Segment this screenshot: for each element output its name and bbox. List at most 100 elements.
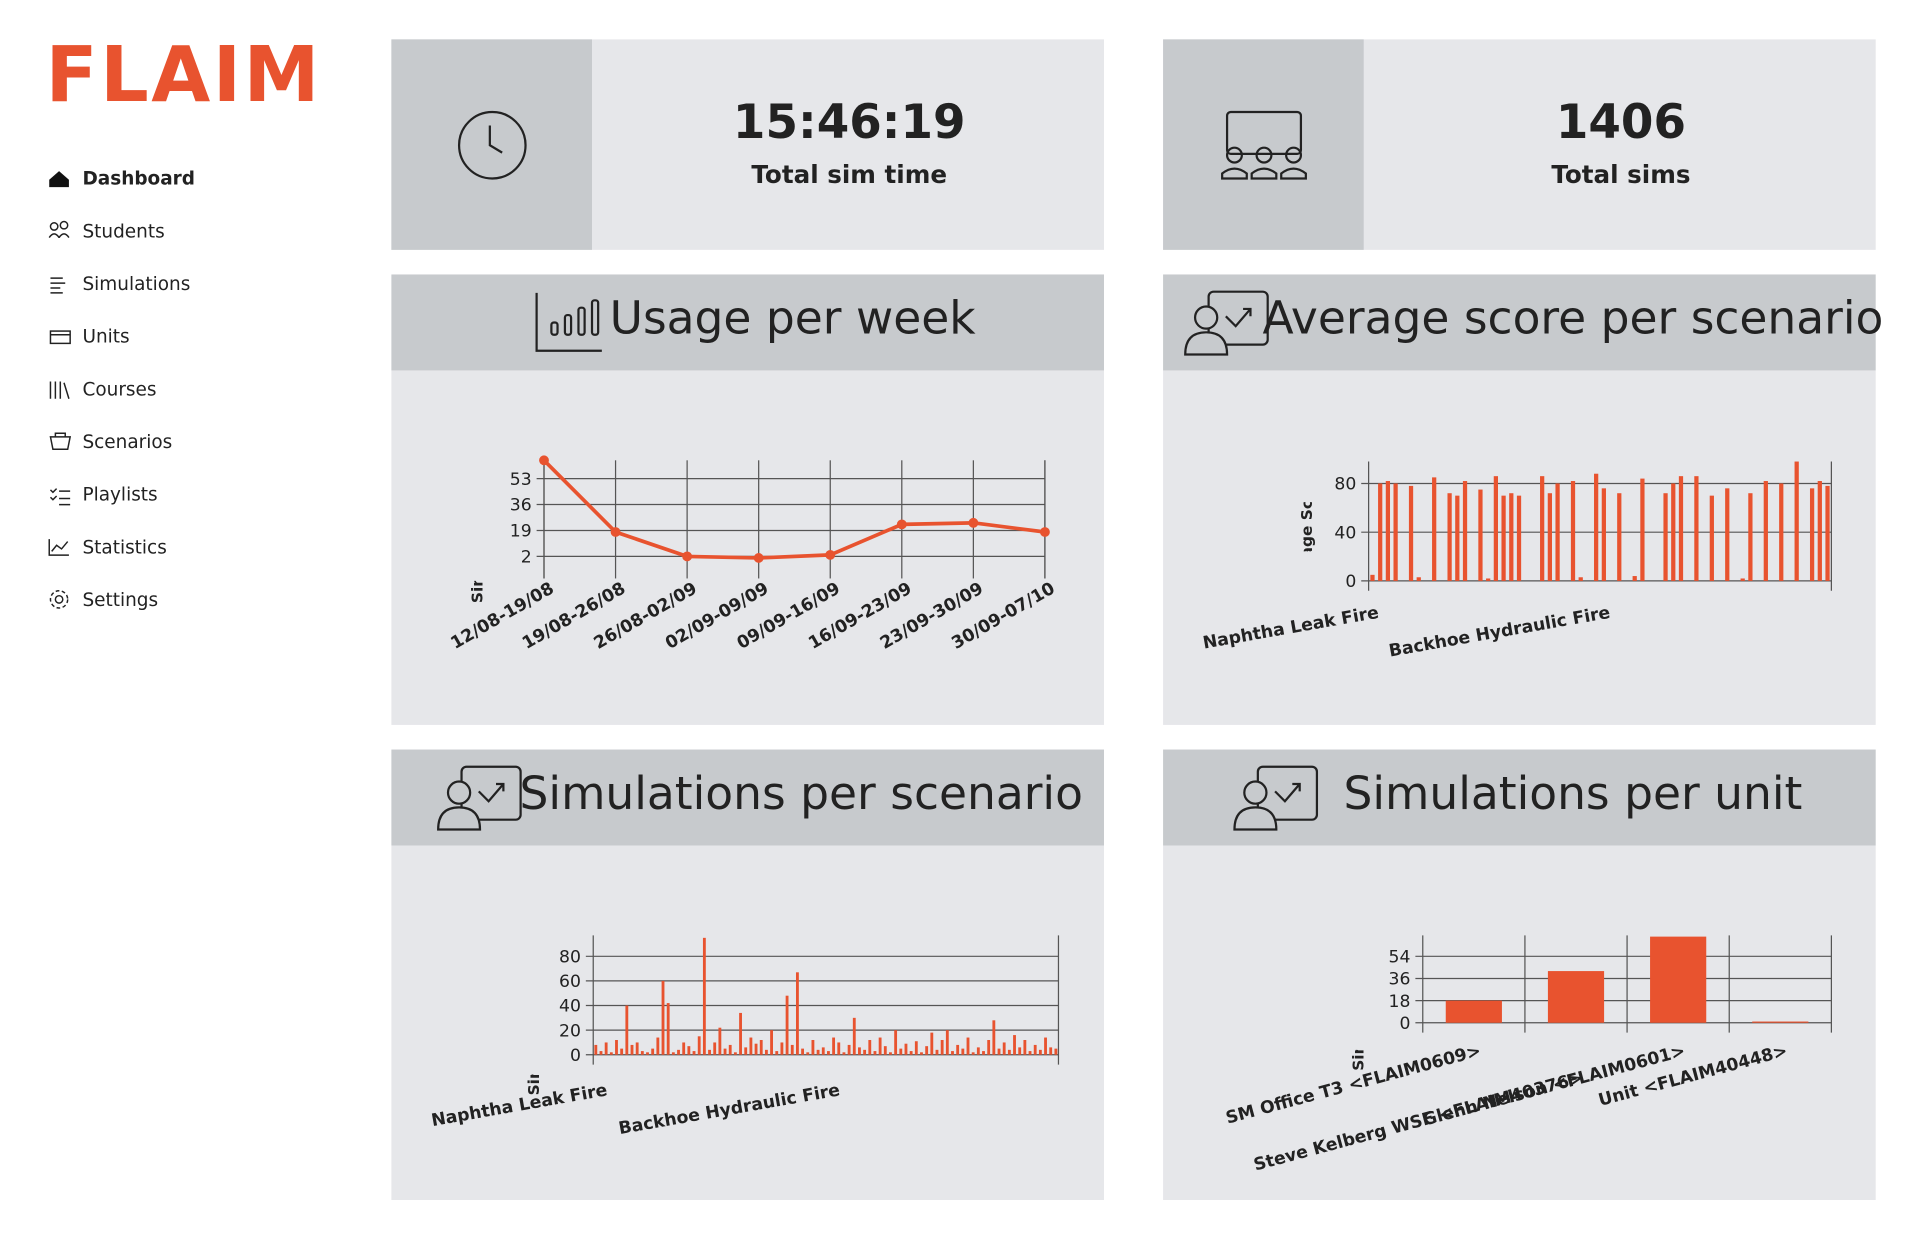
- bar: [775, 1051, 779, 1055]
- bar: [1002, 1042, 1006, 1055]
- bar: [697, 1036, 701, 1055]
- bar: [682, 1042, 686, 1055]
- bar: [811, 1040, 815, 1055]
- bar: [837, 1042, 841, 1055]
- bar: [1601, 488, 1606, 581]
- bar: [1748, 493, 1753, 581]
- card-label: Total sim time: [751, 160, 947, 189]
- y-axis-label: Simulations last month: [468, 402, 486, 603]
- bar: [764, 1049, 768, 1055]
- bar: [630, 1044, 634, 1055]
- bar: [625, 1005, 629, 1055]
- bar: [1671, 483, 1676, 581]
- nav-item[interactable]: Settings: [82, 590, 158, 611]
- point: [539, 455, 549, 466]
- bar: [692, 1051, 696, 1055]
- y-tick-label: 0: [1345, 572, 1356, 592]
- bar: [1817, 481, 1822, 581]
- bar: [1028, 1051, 1032, 1055]
- bar: [976, 1047, 980, 1055]
- card-icon-bg: [1163, 39, 1364, 250]
- bar: [1432, 477, 1437, 581]
- nav-item[interactable]: Statistics: [82, 537, 166, 558]
- bar: [1779, 483, 1784, 581]
- y-tick-label: 60: [559, 972, 581, 992]
- bar: [604, 1042, 608, 1055]
- bar: [971, 1052, 975, 1055]
- bar: [1370, 574, 1375, 581]
- bar: [966, 1037, 970, 1055]
- nav-item[interactable]: Courses: [82, 379, 156, 400]
- logo[interactable]: FLAIM: [46, 30, 322, 119]
- bar: [1650, 936, 1707, 1023]
- y-tick-label: 80: [559, 947, 581, 967]
- bar: [987, 1040, 991, 1055]
- bar: [594, 1044, 598, 1055]
- bar: [1044, 1037, 1047, 1055]
- y-tick-label: 2: [521, 548, 532, 568]
- bar: [790, 1044, 794, 1055]
- bar: [1809, 488, 1815, 581]
- bar: [1493, 476, 1498, 581]
- bar: [914, 1041, 918, 1055]
- nav-item[interactable]: Units: [82, 327, 129, 348]
- point: [825, 549, 836, 560]
- panel-title: Usage per week: [610, 292, 977, 345]
- bar: [615, 1040, 618, 1055]
- nav-item[interactable]: Scenarios: [82, 432, 172, 453]
- bar: [858, 1047, 861, 1055]
- bar: [702, 937, 706, 1055]
- bar: [1023, 1040, 1027, 1055]
- bar: [1825, 485, 1830, 581]
- bar: [620, 1048, 624, 1055]
- nav-icons: [48, 171, 72, 609]
- bar: [635, 1042, 639, 1055]
- bar: [640, 1051, 644, 1055]
- bar: [759, 1040, 763, 1055]
- panel-title: Simulations per unit: [1343, 767, 1802, 820]
- bar: [1408, 485, 1414, 581]
- bar: [920, 1052, 923, 1055]
- bar: [1578, 577, 1583, 581]
- bar: [956, 1044, 960, 1055]
- bar: [1547, 971, 1605, 1023]
- bar: [687, 1046, 691, 1055]
- point: [896, 519, 907, 530]
- clock-icon: [457, 110, 527, 180]
- bar: [666, 1003, 670, 1055]
- bar: [801, 1048, 805, 1055]
- bar: [982, 1051, 985, 1055]
- line: [542, 459, 1046, 560]
- bar: [816, 1049, 820, 1055]
- bar: [1038, 1049, 1042, 1055]
- bar: [1049, 1047, 1053, 1055]
- nav-item[interactable]: Playlists: [82, 485, 157, 506]
- bar: [894, 1030, 898, 1055]
- nav-item[interactable]: Students: [82, 221, 164, 242]
- bar: [1033, 1044, 1037, 1055]
- bar: [930, 1032, 934, 1055]
- bar: [821, 1047, 825, 1055]
- bar: [599, 1051, 603, 1055]
- y-tick-label: 18: [1389, 992, 1411, 1012]
- bar: [1678, 476, 1684, 581]
- bar: [832, 1037, 836, 1055]
- nav-item[interactable]: Simulations: [82, 274, 190, 295]
- bar: [951, 1051, 954, 1055]
- bar: [1740, 578, 1745, 581]
- panel-title: Simulations per scenario: [520, 767, 1083, 820]
- point: [682, 551, 693, 562]
- bar: [873, 1051, 877, 1055]
- bar: [904, 1043, 908, 1055]
- bar: [1462, 481, 1468, 581]
- bar: [1478, 489, 1483, 581]
- bar: [785, 995, 789, 1055]
- bar: [852, 1017, 856, 1055]
- nav-item[interactable]: Dashboard: [82, 169, 195, 190]
- bar: [1570, 481, 1576, 581]
- bar: [770, 1030, 773, 1055]
- y-tick-label: 40: [1334, 523, 1356, 543]
- point: [753, 553, 764, 563]
- bar: [961, 1048, 965, 1055]
- y-axis-label: Simulations last month: [525, 894, 543, 1095]
